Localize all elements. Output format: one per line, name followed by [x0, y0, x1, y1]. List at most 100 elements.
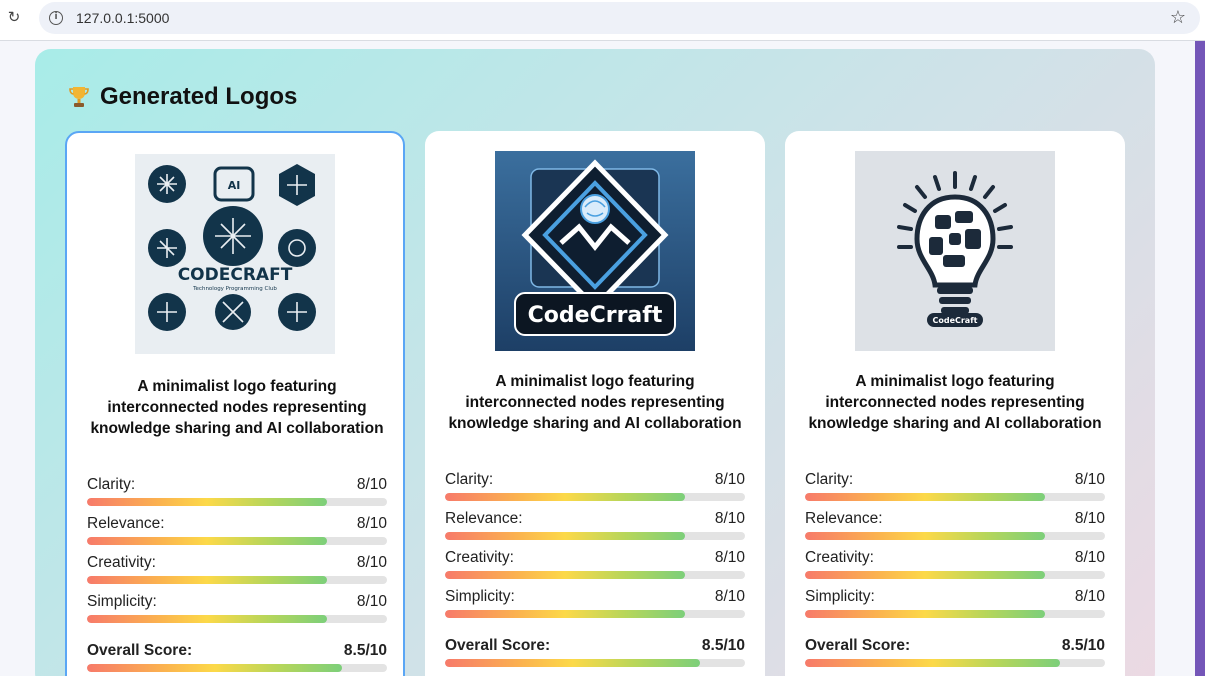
overall-score: Overall Score: 8.5/10: [87, 642, 387, 676]
overall-score-value: 8.5/10: [343, 642, 387, 659]
score-bar-track: [805, 493, 1105, 501]
score-bar-fill: [445, 659, 700, 667]
logo-description: A minimalist logo featuring interconnect…: [808, 373, 1102, 432]
metric-value: 8/10: [714, 510, 745, 527]
score-bar-fill: [87, 537, 327, 545]
url-text[interactable]: 127.0.0.1:5000: [76, 10, 170, 26]
metric-label: Creativity:: [87, 554, 156, 571]
metric-label: Simplicity:: [805, 588, 875, 605]
metric-label: Relevance:: [445, 510, 523, 527]
reload-icon[interactable]: ↻: [7, 9, 21, 26]
metric-clarity: Clarity: 8/10: [87, 476, 387, 512]
overall-score-value: 8.5/10: [701, 637, 745, 654]
logo-card-3[interactable]: CodeCraft A minimalist logo featuring in…: [785, 131, 1125, 676]
logo-1-subtext: Technology Programming Club: [192, 286, 277, 292]
score-bar-track: [805, 659, 1105, 667]
metric-label: Creativity:: [445, 549, 514, 566]
logo-card-2[interactable]: CodeCrraft A minimalist logo featuring i…: [425, 131, 765, 676]
metric-label: Clarity:: [87, 476, 136, 493]
star-icon[interactable]: ☆: [1169, 7, 1186, 27]
score-bar-track: [87, 498, 387, 506]
score-bar-fill: [805, 493, 1045, 501]
logo-2-wordmark: CodeCrraft: [528, 303, 663, 328]
metric-simplicity: Simplicity: 8/10: [87, 593, 387, 629]
logo-description: A minimalist logo featuring interconnect…: [448, 373, 742, 432]
score-bar-track: [445, 610, 745, 618]
overall-score: Overall Score: 8.5/10: [445, 637, 745, 673]
score-bar-fill: [805, 532, 1045, 540]
generated-logos-panel: Generated Logos: [35, 49, 1155, 676]
section-title: Generated Logos: [100, 83, 298, 110]
metric-value: 8/10: [356, 476, 387, 493]
page-content: Generated Logos: [0, 41, 1195, 676]
metric-relevance: Relevance: 8/10: [445, 510, 745, 546]
overall-score-label: Overall Score:: [805, 637, 911, 654]
address-bar[interactable]: i 127.0.0.1:5000 ☆: [39, 2, 1200, 34]
logo-1-wordmark: CODECRAFT: [178, 265, 293, 285]
metric-label: Clarity:: [805, 471, 854, 488]
metric-clarity: Clarity: 8/10: [805, 471, 1105, 507]
metric-creativity: Creativity: 8/10: [805, 549, 1105, 585]
metric-value: 8/10: [356, 593, 387, 610]
score-bar-track: [87, 664, 387, 672]
score-bar-track: [445, 659, 745, 667]
score-bar-fill: [445, 532, 685, 540]
overall-score: Overall Score: 8.5/10: [805, 637, 1105, 673]
metric-value: 8/10: [714, 588, 745, 605]
score-bar-fill: [445, 571, 685, 579]
metric-label: Simplicity:: [87, 593, 157, 610]
page-scrollbar[interactable]: [1195, 41, 1205, 676]
metric-value: 8/10: [1074, 549, 1105, 566]
metric-clarity: Clarity: 8/10: [445, 471, 745, 507]
metric-label: Clarity:: [445, 471, 494, 488]
score-bar-track: [805, 610, 1105, 618]
logo-3-wordmark: CodeCraft: [932, 316, 977, 325]
metric-value: 8/10: [1074, 510, 1105, 527]
score-bar-fill: [805, 610, 1045, 618]
score-bar-track: [87, 576, 387, 584]
overall-score-label: Overall Score:: [87, 642, 193, 659]
metric-value: 8/10: [1074, 588, 1105, 605]
score-bar-track: [445, 571, 745, 579]
svg-text:AI: AI: [228, 179, 241, 192]
toolbar-divider: [0, 40, 1205, 41]
metric-value: 8/10: [714, 549, 745, 566]
score-bar-track: [87, 615, 387, 623]
logo-image-1[interactable]: AI CODECRAFT Technology Programming Club: [135, 154, 335, 354]
metric-value: 8/10: [356, 554, 387, 571]
metric-simplicity: Simplicity: 8/10: [805, 588, 1105, 624]
score-bar-fill: [805, 571, 1045, 579]
metric-label: Relevance:: [87, 515, 165, 532]
score-bar-fill: [445, 610, 685, 618]
trophy-icon: [69, 87, 89, 107]
info-icon[interactable]: i: [49, 11, 63, 25]
metric-relevance: Relevance: 8/10: [805, 510, 1105, 546]
score-bar-fill: [445, 493, 685, 501]
logo-card-1[interactable]: AI CODECRAFT Technology Programming Club…: [65, 131, 405, 676]
score-bar-track: [445, 532, 745, 540]
score-bar-track: [87, 537, 387, 545]
metric-creativity: Creativity: 8/10: [445, 549, 745, 585]
metric-label: Simplicity:: [445, 588, 515, 605]
score-bar-track: [805, 571, 1105, 579]
score-bar-track: [805, 532, 1105, 540]
score-bar-fill: [87, 498, 327, 506]
metric-value: 8/10: [714, 471, 745, 488]
logo-image-3[interactable]: CodeCraft: [855, 151, 1055, 351]
logo-description: A minimalist logo featuring interconnect…: [90, 378, 384, 437]
section-heading: Generated Logos: [68, 83, 297, 111]
browser-toolbar: ↻ i 127.0.0.1:5000 ☆: [0, 0, 1205, 38]
overall-score-value: 8.5/10: [1061, 637, 1105, 654]
metric-value: 8/10: [356, 515, 387, 532]
metric-label: Relevance:: [805, 510, 883, 527]
metric-relevance: Relevance: 8/10: [87, 515, 387, 551]
score-bar-track: [445, 493, 745, 501]
metric-simplicity: Simplicity: 8/10: [445, 588, 745, 624]
logo-image-2[interactable]: CodeCrraft: [495, 151, 695, 351]
overall-score-label: Overall Score:: [445, 637, 551, 654]
metric-creativity: Creativity: 8/10: [87, 554, 387, 590]
score-bar-fill: [87, 615, 327, 623]
score-bar-fill: [805, 659, 1060, 667]
metric-label: Creativity:: [805, 549, 874, 566]
score-bar-fill: [87, 664, 342, 672]
